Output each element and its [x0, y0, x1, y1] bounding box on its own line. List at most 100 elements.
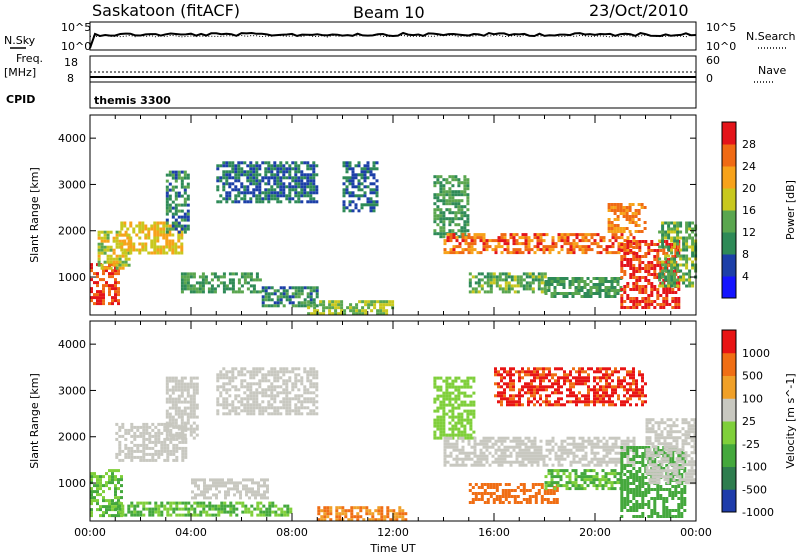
range-cell [115, 260, 119, 264]
range-cell [457, 223, 461, 227]
range-cell [583, 292, 587, 295]
range-cell [474, 495, 478, 498]
range-cell [273, 409, 277, 413]
range-cell [536, 248, 540, 252]
range-cell [626, 454, 630, 458]
range-cell [602, 442, 606, 446]
range-cell [129, 224, 133, 228]
range-cell [276, 164, 280, 168]
range-cell [100, 266, 104, 270]
range-cell [307, 303, 311, 307]
range-cell [641, 276, 645, 279]
range-cell [433, 193, 437, 197]
range-cell [255, 275, 259, 279]
range-cell [312, 400, 316, 404]
range-cell [105, 284, 108, 288]
range-cell [303, 194, 307, 198]
range-cell [461, 233, 465, 237]
range-cell [252, 409, 256, 413]
range-cell [231, 200, 235, 204]
range-cell [312, 182, 316, 186]
range-cell [583, 280, 587, 283]
range-cell [635, 452, 639, 455]
scatter-region [216, 367, 319, 416]
range-cell [583, 295, 587, 298]
range-cell [451, 424, 455, 428]
range-cell [589, 289, 593, 292]
range-cell [228, 185, 232, 189]
range-cell [531, 483, 535, 486]
range-cell [174, 245, 178, 249]
range-cell [661, 221, 665, 225]
range-cell [261, 161, 265, 165]
range-cell [446, 439, 450, 443]
range-cell [236, 490, 239, 494]
range-cell [261, 176, 265, 180]
scatter-region [443, 233, 636, 255]
range-cell [326, 509, 330, 513]
range-cell [524, 245, 528, 249]
range-cell [252, 406, 256, 410]
range-cell [248, 496, 251, 500]
range-cell [228, 388, 232, 392]
range-cell [448, 217, 452, 221]
colorbar-tick-label: 8 [742, 248, 749, 261]
range-cell [491, 454, 495, 458]
range-cell [522, 483, 526, 486]
range-cell [559, 475, 563, 479]
range-cell [676, 233, 680, 237]
range-cell [183, 436, 187, 440]
range-cell [160, 513, 164, 517]
range-cell [258, 409, 262, 413]
range-cell [610, 295, 614, 298]
range-cell [228, 194, 232, 198]
range-cell [501, 272, 505, 276]
range-cell [632, 236, 636, 240]
range-cell [593, 239, 597, 243]
range-cell [670, 230, 674, 234]
range-cell [285, 298, 289, 302]
range-cell [466, 178, 470, 182]
scatter-region [433, 376, 476, 440]
range-cell [599, 236, 603, 240]
range-cell [607, 218, 611, 221]
range-cell [439, 184, 443, 188]
range-cell [507, 275, 511, 279]
range-cell [343, 309, 347, 313]
range-cell [449, 436, 453, 440]
range-cell [109, 266, 113, 270]
range-cell [220, 510, 224, 514]
range-cell [467, 457, 471, 461]
range-cell [454, 175, 458, 179]
range-cell [291, 167, 295, 171]
range-cell [145, 425, 149, 429]
range-cell [348, 167, 352, 171]
range-cell [677, 282, 681, 285]
range-cell [342, 161, 346, 165]
range-cell [623, 464, 627, 467]
freq-label: Freq. [16, 52, 43, 65]
range-cell [189, 379, 193, 383]
range-cell [554, 245, 558, 249]
range-cell [442, 190, 446, 194]
range-cell [516, 501, 520, 504]
range-cell [180, 176, 184, 180]
range-cell [613, 206, 617, 209]
range-cell [647, 515, 651, 518]
range-cell [234, 200, 238, 204]
range-cell [509, 439, 513, 443]
range-cell [497, 439, 501, 443]
range-cell [90, 296, 93, 300]
range-cell [656, 258, 660, 261]
range-cell [463, 418, 467, 422]
range-cell [433, 181, 437, 185]
range-cell [163, 443, 167, 447]
range-cell [503, 236, 507, 240]
range-cell [312, 197, 316, 201]
range-cell [363, 164, 367, 168]
range-cell [454, 394, 458, 398]
range-cell [96, 275, 99, 279]
range-cell [142, 422, 146, 426]
range-cell [572, 457, 576, 461]
range-cell [519, 278, 523, 282]
